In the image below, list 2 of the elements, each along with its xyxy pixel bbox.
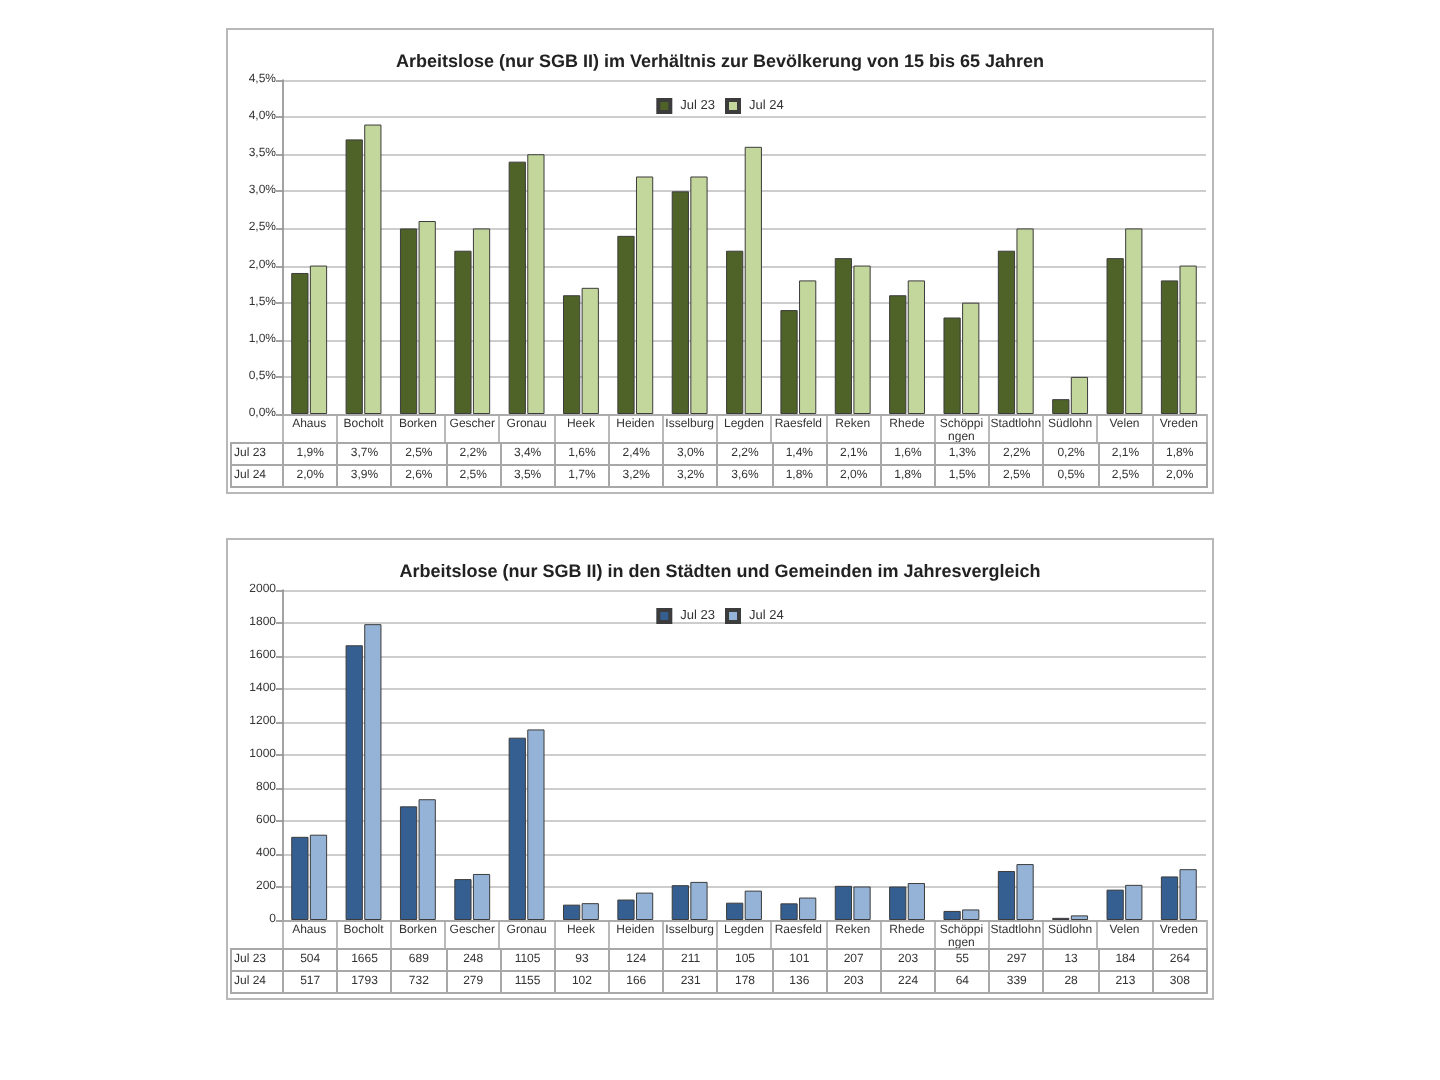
chart-title: Arbeitslose (nur SGB II) in den Städten und Gemeinden im Jahresvergleich xyxy=(399,561,1041,581)
chart-title: Arbeitslose (nur SGB II) im Verhältnis zur Bevölkerung von 15 bis 65 Jahren xyxy=(395,51,1045,71)
